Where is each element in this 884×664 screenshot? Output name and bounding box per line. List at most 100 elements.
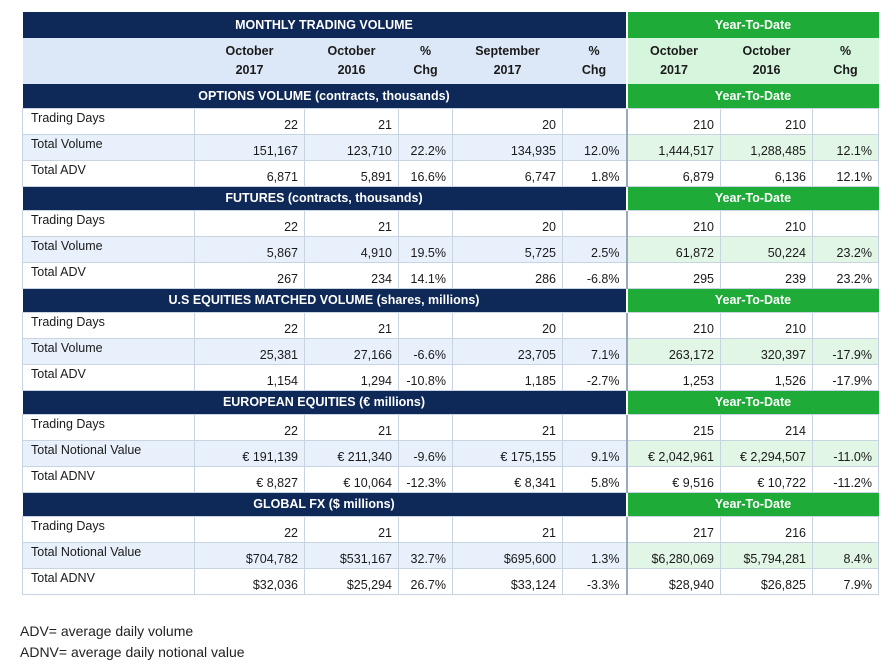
table-row: Total Notional Value € 191,139 € 211,340 -9…: [22, 439, 879, 467]
table-cell: 6,747: [452, 159, 563, 187]
section-ytd-title: Year-To-Date: [625, 84, 879, 108]
table-cell: 2.5%: [562, 235, 627, 263]
row-label: Trading Days: [22, 413, 195, 441]
table-cell: 151,167: [194, 133, 305, 161]
table-cell: € 9,516: [625, 465, 721, 493]
table-cell: $704,782: [194, 541, 305, 569]
table-cell: 4,910: [304, 235, 399, 263]
table-cell: € 211,340: [304, 439, 399, 467]
table-cell: $32,036: [194, 567, 305, 595]
row-label: Total ADV: [22, 363, 195, 391]
table-cell: 23.2%: [812, 261, 879, 289]
table-cell: 1,154: [194, 363, 305, 391]
table-cell: € 8,341: [452, 465, 563, 493]
section-header-row: EUROPEAN EQUITIES (€ millions) Year-To-Da…: [22, 390, 879, 414]
table-cell: [812, 107, 879, 135]
table-cell: € 10,064: [304, 465, 399, 493]
table-cell: 216: [720, 515, 813, 543]
row-label: Total ADV: [22, 159, 195, 187]
table-cell: 1,294: [304, 363, 399, 391]
table-cell: 1.8%: [562, 159, 627, 187]
table-cell: -12.3%: [398, 465, 453, 493]
table-cell: 21: [304, 515, 399, 543]
section-ytd-title: Year-To-Date: [625, 390, 879, 414]
table-row: Total Volume 5,867 4,910 19.5% 5,725 2.5% 61,8…: [22, 235, 879, 263]
table-cell: -11.2%: [812, 465, 879, 493]
table-cell: 12.0%: [562, 133, 627, 161]
table-cell: [562, 107, 627, 135]
table-cell: 210: [625, 311, 721, 339]
row-label: Total ADNV: [22, 465, 195, 493]
column-header: % Chg: [812, 38, 879, 84]
table-cell: 12.1%: [812, 133, 879, 161]
table-cell: -3.3%: [562, 567, 627, 595]
ytd-title: Year-To-Date: [625, 12, 879, 38]
section-header-row: GLOBAL FX ($ millions) Year-To-Date: [22, 492, 879, 516]
table-cell: -11.0%: [812, 439, 879, 467]
table-cell: 214: [720, 413, 813, 441]
column-header: % Chg: [398, 38, 453, 84]
table-cell: 21: [304, 413, 399, 441]
table-row: Trading Days 22 21 21 215 214: [22, 413, 879, 441]
section-title: FUTURES (contracts, thousands): [22, 186, 627, 210]
row-label: Trading Days: [22, 515, 195, 543]
table-cell: 9.1%: [562, 439, 627, 467]
footnote-adnv: ADNV= average daily notional value: [20, 644, 245, 660]
table-cell: -10.8%: [398, 363, 453, 391]
table-cell: 210: [720, 209, 813, 237]
table-cell: [812, 311, 879, 339]
table-cell: $5,794,281: [720, 541, 813, 569]
table-row: Total Volume 25,381 27,166 -6.6% 23,705 7.1% 2…: [22, 337, 879, 365]
table-cell: 21: [304, 107, 399, 135]
table-cell: 26.7%: [398, 567, 453, 595]
table-cell: 6,879: [625, 159, 721, 187]
table-cell: $25,294: [304, 567, 399, 595]
table-cell: 7.9%: [812, 567, 879, 595]
section-title: U.S EQUITIES MATCHED VOLUME (shares, mil…: [22, 288, 627, 312]
table-cell: 1.3%: [562, 541, 627, 569]
table-row: Total ADV 267 234 14.1% 286 -6.8% 295 239 23.2%: [22, 261, 879, 289]
column-header: October 2016: [304, 38, 399, 84]
table-cell: 20: [452, 311, 563, 339]
section-ytd-title: Year-To-Date: [625, 186, 879, 210]
table-cell: 22: [194, 413, 305, 441]
column-header: October 2017: [625, 38, 721, 84]
table-cell: 50,224: [720, 235, 813, 263]
table-cell: 5,891: [304, 159, 399, 187]
row-label: Trading Days: [22, 209, 195, 237]
section-title: GLOBAL FX ($ millions): [22, 492, 627, 516]
table-cell: 22: [194, 515, 305, 543]
table-cell: 20: [452, 107, 563, 135]
section-header-row: U.S EQUITIES MATCHED VOLUME (shares, mil…: [22, 288, 879, 312]
table-cell: 7.1%: [562, 337, 627, 365]
table-cell: 210: [720, 311, 813, 339]
column-header: October 2017: [194, 38, 305, 84]
column-header: September 2017: [452, 38, 563, 84]
table-row: Total ADV 6,871 5,891 16.6% 6,747 1.8% 6,879 6,…: [22, 159, 879, 187]
table-cell: $33,124: [452, 567, 563, 595]
table-cell: 5,867: [194, 235, 305, 263]
table-cell: 23,705: [452, 337, 563, 365]
table-cell: 21: [452, 515, 563, 543]
section-title: OPTIONS VOLUME (contracts, thousands): [22, 84, 627, 108]
section-ytd-title: Year-To-Date: [625, 288, 879, 312]
table-cell: 61,872: [625, 235, 721, 263]
table-row: Trading Days 22 21 21 217 216: [22, 515, 879, 543]
section-header-row: OPTIONS VOLUME (contracts, thousands) Yea…: [22, 84, 879, 108]
section-title: EUROPEAN EQUITIES (€ millions): [22, 390, 627, 414]
table-cell: 25,381: [194, 337, 305, 365]
table-cell: € 2,294,507: [720, 439, 813, 467]
table-cell: [562, 413, 627, 441]
table-cell: 1,253: [625, 363, 721, 391]
table-cell: 267: [194, 261, 305, 289]
table-cell: 21: [304, 209, 399, 237]
table-cell: [562, 311, 627, 339]
table-cell: 1,288,485: [720, 133, 813, 161]
table-cell: 20: [452, 209, 563, 237]
column-header-row: October 2017 October 2016 % Chg September 20…: [22, 38, 879, 84]
table-cell: -6.6%: [398, 337, 453, 365]
table-cell: [398, 209, 453, 237]
table-cell: $28,940: [625, 567, 721, 595]
table-cell: 6,871: [194, 159, 305, 187]
table-cell: 210: [720, 107, 813, 135]
